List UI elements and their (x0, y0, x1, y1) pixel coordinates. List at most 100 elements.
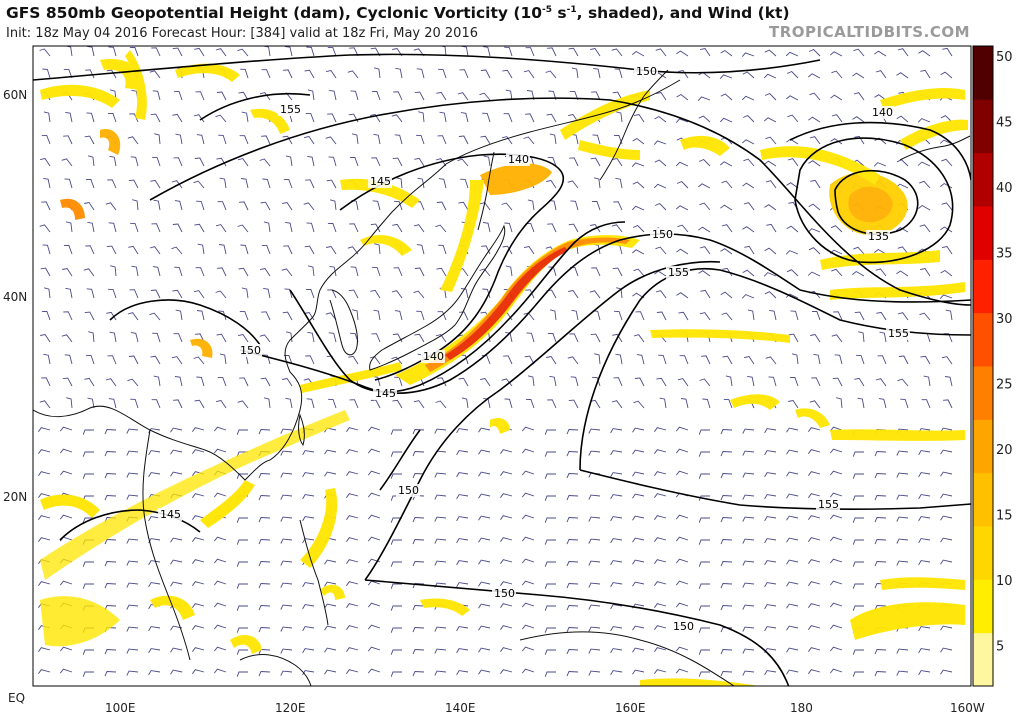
wind-barb (675, 514, 689, 520)
wind-barb (918, 204, 931, 211)
wind-barb (500, 559, 513, 564)
wind-barb (170, 625, 183, 631)
wind-barb (192, 669, 205, 674)
wind-barb (764, 604, 777, 610)
wind-barb (396, 177, 403, 189)
lon-label-180: 180 (790, 701, 813, 715)
wind-barb (547, 157, 557, 167)
wind-barb (698, 539, 710, 545)
wind-barb (829, 558, 843, 564)
wind-barb (152, 90, 161, 101)
colorbar-segment (973, 46, 993, 100)
wind-barb (571, 309, 579, 321)
wind-barb (747, 375, 755, 387)
wind-barb (82, 671, 94, 677)
wind-barb (412, 451, 425, 457)
wind-barb (521, 558, 535, 564)
wind-barb (326, 179, 337, 189)
wind-barb (676, 205, 689, 211)
wind-barb (721, 224, 733, 233)
wind-barb (456, 428, 469, 434)
plot-frame (32, 45, 972, 687)
wind-barb (456, 626, 469, 632)
contour-label-bg (886, 327, 910, 340)
contour-145-north (149, 97, 971, 306)
wind-barb (808, 471, 821, 476)
wind-barb (213, 426, 227, 432)
wind-barb (942, 245, 953, 255)
contour-label-bg (158, 508, 182, 521)
colorbar-segment (973, 99, 993, 154)
wind-barb (61, 334, 73, 343)
wind-barb (633, 334, 645, 343)
wind-barb (152, 332, 161, 343)
wind-barb (82, 429, 94, 435)
wind-barb (742, 626, 755, 632)
wind-barb (720, 291, 733, 299)
wind-barb (853, 48, 865, 57)
wind-barb (632, 181, 645, 189)
wind-barb (107, 355, 117, 365)
wind-barb (940, 669, 953, 675)
wind-barb (918, 538, 931, 544)
wind-barb (698, 495, 710, 501)
wind-barb (829, 580, 843, 586)
wind-barb (566, 671, 579, 677)
wind-barb (632, 292, 645, 299)
wind-barb (370, 113, 381, 123)
wind-barb (764, 204, 777, 211)
wind-barb (940, 269, 953, 277)
wind-barb (765, 356, 777, 365)
colorbar-tick-label: 15 (996, 509, 1013, 524)
wind-barb (215, 114, 227, 123)
colorbar-tick-label: 35 (996, 247, 1013, 262)
wind-barb (236, 561, 248, 567)
wind-barb (218, 310, 227, 321)
wind-barb (698, 115, 711, 123)
wind-barb (436, 267, 447, 277)
wind-barb (590, 47, 601, 57)
vorticity-band-ecs (300, 362, 402, 393)
wind-barb (370, 47, 381, 57)
wind-barb (329, 199, 337, 211)
wind-barb (636, 354, 645, 365)
wind-barb (852, 517, 864, 523)
wind-barb (566, 517, 579, 523)
wind-barb (588, 450, 601, 456)
wind-barb (675, 536, 689, 542)
wind-barb (592, 376, 601, 387)
wind-barb (219, 177, 227, 189)
wind-barb (809, 136, 821, 145)
wind-barb (591, 267, 601, 277)
contour-label-bg (373, 387, 397, 400)
wind-barb (897, 312, 909, 321)
wind-barb (394, 134, 403, 145)
wind-barb (170, 647, 183, 653)
wind-barb (41, 201, 51, 211)
wind-barb (150, 289, 161, 299)
wind-barb (765, 180, 777, 189)
wind-barb (351, 133, 359, 145)
wind-barb (258, 429, 271, 435)
wind-barb (217, 267, 227, 277)
wind-barb (348, 355, 359, 365)
wind-barb (367, 536, 381, 542)
wind-barb (548, 90, 557, 101)
wind-barb (829, 426, 843, 432)
wind-barb (500, 537, 513, 542)
wind-barb (241, 287, 249, 299)
wind-barb (413, 224, 425, 233)
wind-barb (130, 332, 139, 343)
wind-barb (918, 648, 931, 654)
wind-barb (501, 202, 513, 211)
wind-barb (62, 267, 73, 277)
coast-asia-east (33, 163, 447, 481)
wind-barb (374, 243, 381, 255)
contour-label: 150 (494, 587, 515, 600)
wind-barb (65, 221, 73, 233)
wind-barb (742, 560, 755, 566)
wind-barb (917, 161, 931, 167)
wind-barb (414, 333, 425, 343)
wind-barb (791, 353, 799, 365)
lat-label-40n: 40N (3, 290, 27, 304)
